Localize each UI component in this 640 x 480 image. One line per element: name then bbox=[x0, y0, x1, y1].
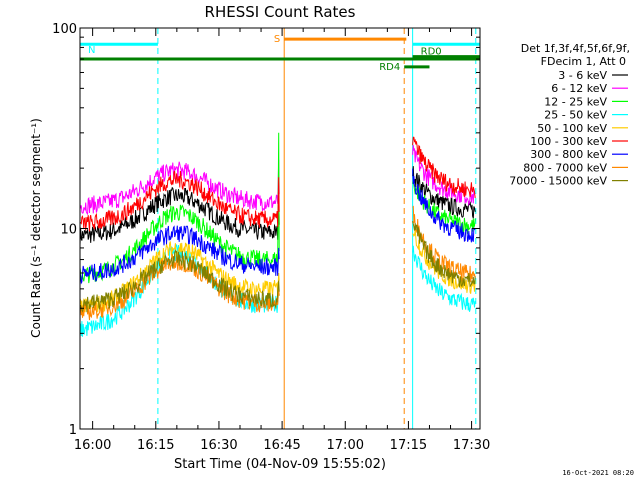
y-tick-label: 1 bbox=[69, 423, 77, 438]
state-bar-label-5: RD0 bbox=[421, 47, 442, 58]
state-bar-label-2: S bbox=[274, 34, 280, 45]
legend-label-4: 50 - 100 keV bbox=[537, 122, 607, 135]
series-5-segment-2 bbox=[412, 136, 476, 199]
series-1-segment-1 bbox=[79, 159, 280, 216]
plot-frame bbox=[79, 27, 481, 430]
y-tick-label: 10 bbox=[60, 223, 77, 238]
series-3 bbox=[79, 244, 476, 337]
series-7-segment-1 bbox=[79, 253, 280, 321]
plot-content: N S RD4 RD0 bbox=[79, 28, 480, 429]
legend-label-1: 6 - 12 keV bbox=[551, 82, 607, 95]
state-bar-label-4: RD4 bbox=[379, 62, 400, 73]
series-5 bbox=[79, 136, 476, 232]
x-tick-label: 16:15 bbox=[137, 438, 174, 453]
series-8 bbox=[79, 220, 476, 313]
x-tick-label: 17:15 bbox=[390, 438, 427, 453]
x-tick-label: 16:30 bbox=[200, 438, 237, 453]
legend: Det 1f,3f,4f,5f,6f,9f, FDecim 1, Att 0 3… bbox=[509, 42, 630, 188]
legend-label-3: 25 - 50 keV bbox=[544, 109, 607, 122]
chart-title: RHESSI Count Rates bbox=[205, 3, 356, 21]
legend-header-line-2: FDecim 1, Att 0 bbox=[541, 55, 626, 68]
legend-label-8: 7000 - 15000 keV bbox=[509, 175, 607, 188]
y-axis-label: Count Rate (s⁻¹ detector segment⁻¹) bbox=[29, 118, 43, 338]
series-6 bbox=[79, 168, 476, 285]
legend-label-5: 100 - 300 keV bbox=[530, 135, 607, 148]
series-8-segment-1 bbox=[79, 249, 280, 313]
series-8-segment-2 bbox=[412, 220, 476, 288]
y-tick-label: 100 bbox=[52, 22, 77, 37]
x-tick-label: 17:00 bbox=[327, 438, 364, 453]
series-6-segment-2 bbox=[412, 168, 476, 243]
series-3-segment-1 bbox=[79, 244, 280, 337]
axes: 1 10 100 16:00 16:15 16:30 16:45 17:00 17:15 17:3… bbox=[52, 22, 490, 453]
series-0 bbox=[79, 166, 476, 245]
x-tick-label: 16:45 bbox=[263, 438, 300, 453]
x-tick-label: 17:30 bbox=[453, 438, 490, 453]
series-0-segment-1 bbox=[79, 186, 280, 245]
x-axis-label: Start Time (04-Nov-09 15:55:02) bbox=[174, 457, 386, 472]
series-7 bbox=[79, 205, 476, 321]
series-3-segment-2 bbox=[412, 245, 476, 312]
series-0-segment-2 bbox=[412, 166, 476, 219]
legend-header-line-1: Det 1f,3f,4f,5f,6f,9f, bbox=[521, 42, 630, 55]
legend-label-6: 300 - 800 keV bbox=[530, 148, 607, 161]
legend-label-7: 800 - 7000 keV bbox=[523, 161, 607, 174]
series-4-segment-1 bbox=[79, 241, 280, 317]
state-bar-label-0: N bbox=[88, 45, 95, 56]
generation-timestamp: 16-Oct-2021 08:20 bbox=[562, 469, 634, 477]
series-6-segment-1 bbox=[79, 225, 280, 285]
series-7-segment-2 bbox=[412, 205, 476, 283]
series-5-segment-1 bbox=[79, 170, 280, 232]
x-tick-label: 16:00 bbox=[74, 438, 111, 453]
legend-label-2: 12 - 25 keV bbox=[544, 95, 607, 108]
legend-label-0: 3 - 6 keV bbox=[558, 69, 607, 82]
